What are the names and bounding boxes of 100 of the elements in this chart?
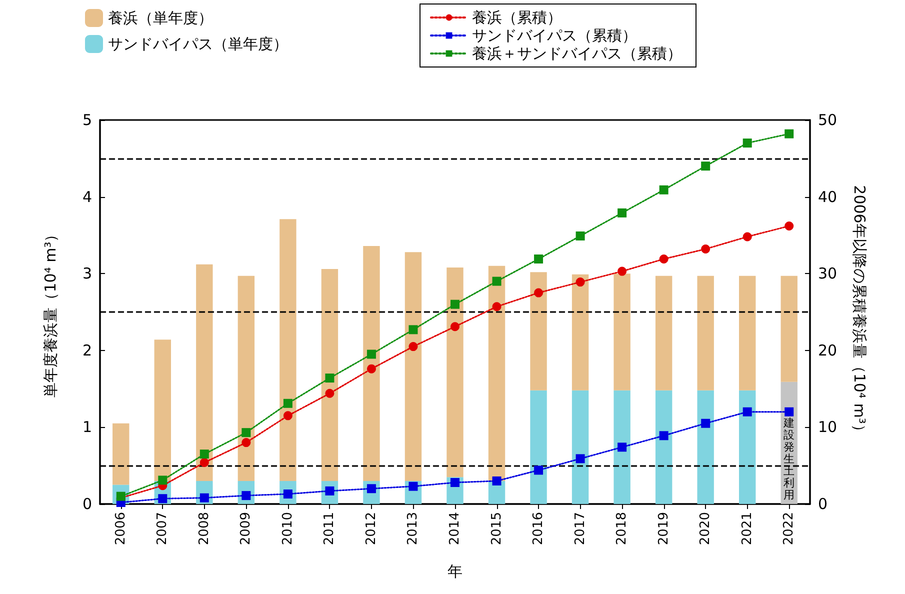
point (659, 431, 668, 440)
x-tick-label: 2020 (698, 512, 714, 546)
point (618, 208, 627, 218)
x-tick-label: 2016 (531, 512, 546, 546)
y2-tick-label: 50 (818, 111, 838, 129)
y-tick-label: 4 (82, 188, 92, 206)
point (534, 254, 544, 264)
x-axis-title: 年 (448, 562, 462, 580)
point (158, 494, 168, 504)
y2-axis-title: 2006年以降の累積養浜量（10⁴ m³） (850, 185, 868, 439)
point (158, 476, 168, 485)
x-tick-label: 2009 (238, 512, 254, 546)
y-axis-title: 単年度養浜量（10⁴ m³） (42, 226, 60, 398)
point (408, 325, 418, 334)
bar (614, 390, 630, 504)
point (742, 407, 752, 416)
legend-label: サンドバイパス（累積） (472, 26, 637, 44)
point (242, 438, 251, 448)
point (659, 185, 668, 194)
x-tick-label: 2018 (614, 512, 630, 546)
point (576, 278, 585, 287)
point (701, 244, 710, 254)
x-tick-label: 2013 (406, 512, 421, 546)
point (742, 138, 752, 148)
point (450, 322, 460, 332)
bar (697, 276, 714, 390)
point (283, 411, 292, 420)
x-tick-label: 2019 (656, 512, 672, 546)
bar (780, 276, 798, 382)
bar (404, 252, 422, 481)
bar (488, 266, 506, 481)
point (283, 398, 292, 408)
bar (280, 219, 296, 481)
bar (655, 276, 672, 390)
legend-label: サンドバイパス（単年度） (108, 35, 288, 53)
point (492, 476, 502, 486)
point (408, 342, 418, 352)
x-tick-label: 2012 (364, 512, 379, 546)
point (325, 374, 334, 383)
point (534, 466, 544, 475)
point (701, 162, 710, 171)
point (618, 442, 627, 452)
point (659, 254, 668, 264)
bar (572, 274, 589, 390)
point (450, 300, 460, 309)
y-tick-label: 3 (82, 264, 92, 283)
bar (154, 340, 171, 481)
bar (196, 264, 213, 481)
legend-label: 養浜（累積） (472, 8, 562, 26)
x-tick-label: 2006 (113, 512, 128, 546)
point (701, 418, 710, 428)
point (242, 428, 251, 438)
bar (446, 267, 464, 478)
bar (363, 246, 380, 481)
point (366, 364, 376, 374)
bar (697, 390, 714, 504)
bar (739, 276, 756, 390)
bar (238, 276, 255, 481)
legend-label: 養浜（単年度） (108, 9, 213, 27)
point (325, 388, 334, 398)
bar (112, 423, 130, 485)
y2-tick-label: 20 (818, 341, 838, 360)
point (492, 276, 502, 286)
y2-tick-label: 40 (818, 188, 838, 206)
x-tick-label: 2008 (196, 512, 212, 546)
point (200, 493, 209, 502)
y2-tick-label: 30 (818, 264, 838, 283)
x-tick-label: 2021 (740, 512, 755, 546)
y-tick-label: 2 (82, 341, 92, 360)
point (200, 458, 209, 468)
x-tick-label: 2011 (322, 512, 338, 546)
bar (321, 268, 338, 481)
y2-tick-label: 10 (818, 418, 838, 436)
x-tick-label: 2015 (489, 512, 504, 546)
point (576, 231, 585, 240)
point (450, 478, 460, 487)
x-tick-label: 2017 (572, 512, 588, 546)
point (534, 288, 544, 298)
point (618, 266, 627, 276)
point (200, 450, 209, 459)
x-tick-label: 2022 (782, 512, 797, 546)
y-tick-label: 1 (82, 418, 92, 436)
bar (739, 390, 756, 504)
point (408, 482, 418, 491)
y-tick-label: 0 (82, 495, 92, 513)
bar (655, 390, 672, 504)
legend-label: 養浜＋サンドバイパス（累積） (472, 44, 682, 62)
y2-tick-label: 0 (818, 495, 828, 513)
x-tick-label: 2007 (155, 512, 170, 546)
y-tick-label: 5 (82, 111, 92, 129)
bar (530, 272, 547, 390)
point (492, 302, 502, 312)
point (784, 407, 794, 416)
point (784, 129, 794, 138)
bar (614, 274, 630, 390)
bar (530, 390, 547, 504)
bar (572, 390, 589, 504)
point (742, 232, 752, 242)
point (784, 221, 794, 230)
x-tick-label: 2010 (280, 512, 296, 546)
